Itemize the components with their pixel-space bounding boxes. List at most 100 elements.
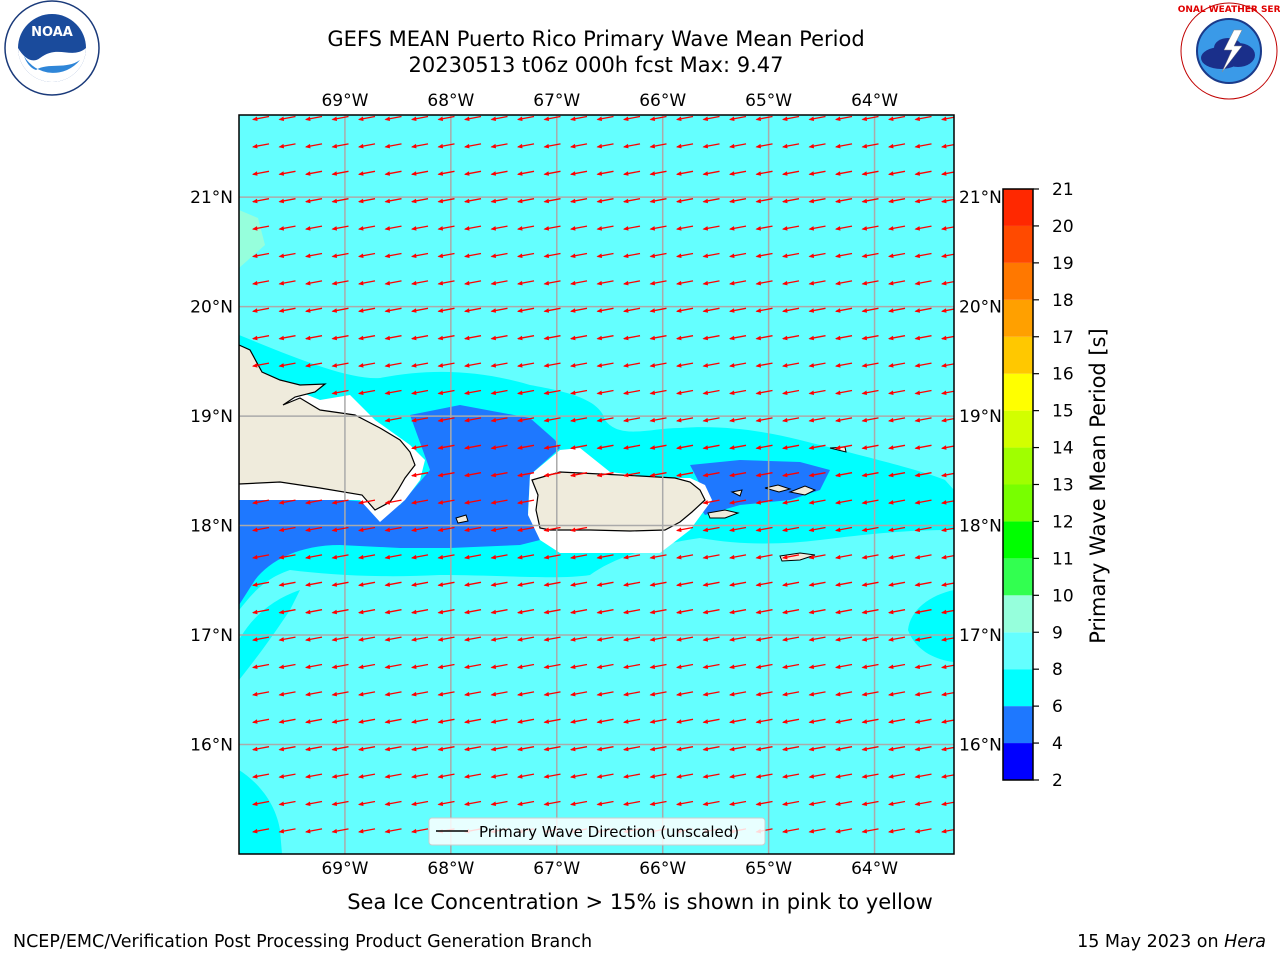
land-puerto-rico [531, 471, 706, 532]
wave-arrow-head [331, 171, 337, 176]
wave-arrow-head [437, 472, 443, 478]
wave-arrow-head [570, 253, 576, 258]
wave-arrow-head [252, 609, 258, 615]
wave-arrow-head [941, 116, 947, 121]
wave-arrow-head [861, 609, 867, 615]
wave-arrow-head [702, 609, 708, 615]
wave-arrow-head [543, 472, 549, 478]
wave-arrow-head [278, 719, 284, 724]
map-plot-area [239, 115, 954, 854]
wave-arrow-head [490, 253, 496, 258]
wave-arrow-head [252, 746, 258, 752]
wave-arrow-head [702, 280, 708, 286]
wave-arrow-head [596, 445, 602, 450]
wave-arrow-head [782, 308, 788, 313]
land-st-thomas [764, 484, 792, 493]
wave-arrow-head [702, 719, 708, 724]
colorbar-segment [1003, 595, 1033, 633]
wave-arrow-head [517, 554, 523, 560]
wave-arrow-head [411, 691, 417, 697]
wave-arrow-head [888, 691, 894, 697]
wave-arrow-head [358, 691, 364, 697]
wave-arrow-head [835, 637, 841, 642]
y-tick-label-right: 21°N [959, 188, 1002, 208]
wave-arrow-head [676, 280, 682, 286]
wave-arrow-head [861, 417, 867, 423]
wave-arrow-head [861, 828, 867, 834]
wave-arrow-head [623, 445, 629, 450]
x-tick-label-bottom: 66°W [639, 859, 686, 879]
wave-arrow-head [464, 143, 470, 149]
chart-title: GEFS MEAN Puerto Rico Primary Wave Mean … [327, 27, 865, 51]
wave-arrow-head [437, 390, 443, 395]
wave-arrow-head [596, 746, 602, 752]
wave-arrow-head [358, 253, 364, 258]
wave-arrow-head [437, 637, 443, 642]
wave-arrow-head [755, 719, 761, 724]
wave-arrow-head [914, 527, 920, 532]
wave-arrow-head [861, 198, 867, 204]
wave-arrow-head [888, 280, 894, 286]
wave-arrow-head [782, 171, 788, 176]
wave-arrow-head [914, 143, 920, 149]
colorbar-segment [1003, 299, 1033, 337]
y-tick-label-right: 17°N [959, 626, 1002, 646]
wave-arrow-head [358, 582, 364, 587]
wave-arrow-head [252, 582, 258, 587]
wave-arrow-head [596, 198, 602, 204]
wave-arrow-head [649, 390, 655, 395]
wave-arrow-head [702, 308, 708, 313]
wave-arrow-head [808, 801, 814, 806]
wave-arrow-head [782, 828, 788, 834]
wave-arrow-head [305, 582, 311, 587]
wave-arrow-head [411, 308, 417, 313]
wave-arrow-head [411, 116, 417, 121]
wave-arrow-head [305, 774, 311, 779]
wave-arrow-head [782, 198, 788, 204]
wave-arrow-head [623, 472, 629, 478]
wave-arrow-head [517, 143, 523, 149]
wave-arrow-head [411, 335, 417, 341]
wave-arrow-head [941, 198, 947, 204]
wave-arrow-head [914, 637, 920, 642]
x-tick-label-top: 64°W [851, 91, 898, 111]
wave-arrow-head [649, 582, 655, 587]
wave-arrow-head [358, 801, 364, 806]
wave-arrow-head [596, 664, 602, 669]
legend: Primary Wave Direction (unscaled) [428, 817, 766, 846]
wave-arrow-head [543, 143, 549, 149]
wave-arrow-head [888, 445, 894, 450]
wave-arrow-head [570, 390, 576, 395]
wave-arrow-head [358, 198, 364, 204]
wave-arrow-head [464, 527, 470, 532]
wave-arrow-head [941, 719, 947, 724]
colorbar-tick-label: 16 [1052, 365, 1074, 385]
chart-subtitle: 20230513 t06z 000h fcst Max: 9.47 [408, 53, 784, 77]
wave-arrow-head [941, 335, 947, 341]
wave-arrow-head [252, 719, 258, 724]
wave-arrow-head [596, 363, 602, 368]
y-tick-label-right: 19°N [959, 407, 1002, 427]
wave-arrow-head [358, 390, 364, 395]
wave-arrow-head [861, 719, 867, 724]
wave-arrow-head [517, 226, 523, 231]
wave-arrow-head [543, 198, 549, 204]
wave-arrow-head [437, 335, 443, 341]
wave-arrow-head [543, 527, 549, 532]
wave-arrow-head [808, 417, 814, 423]
wave-arrow-head [278, 801, 284, 806]
wave-arrow-head [941, 445, 947, 450]
wave-arrow-head [278, 280, 284, 286]
wave-arrow-head [305, 500, 311, 505]
wave-arrow-head [914, 390, 920, 395]
wave-arrow-head [888, 719, 894, 724]
wave-arrow-head [941, 308, 947, 313]
wave-arrow-head [755, 226, 761, 231]
y-tick-label-left: 21°N [190, 188, 233, 208]
wave-arrow-head [464, 691, 470, 697]
wave-arrow-head [914, 746, 920, 752]
wave-arrow-head [437, 226, 443, 231]
wave-arrow-head [384, 198, 390, 204]
wave-arrow-head [888, 390, 894, 395]
field-4-6s-mona [239, 405, 560, 605]
